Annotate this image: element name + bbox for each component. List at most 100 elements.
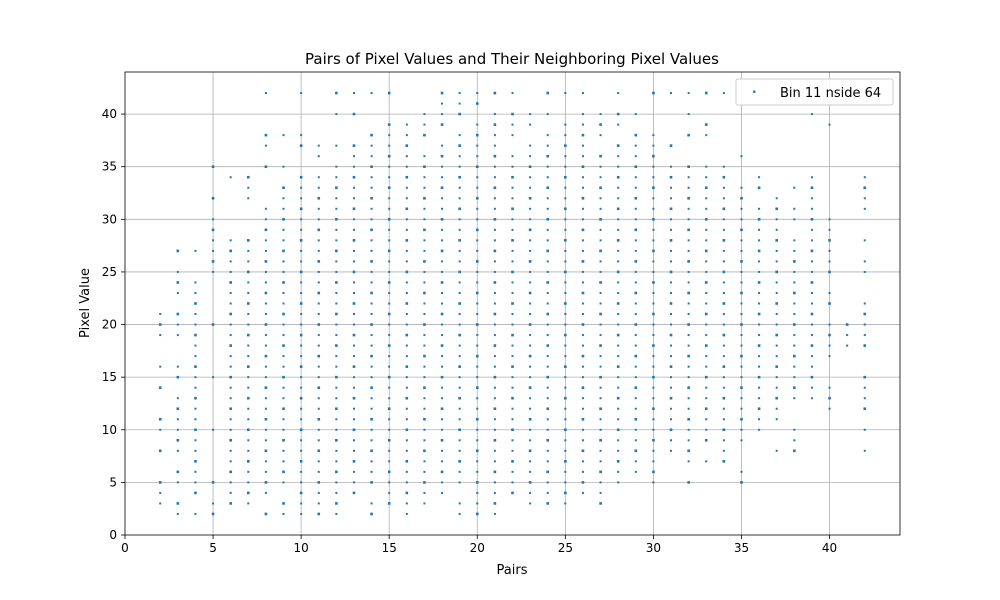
data-point: [352, 313, 355, 316]
data-point: [599, 197, 602, 200]
data-point: [335, 239, 338, 242]
data-point: [335, 281, 338, 284]
data-point: [352, 92, 355, 95]
data-point: [335, 397, 338, 400]
data-point: [440, 249, 444, 253]
data-point: [352, 281, 355, 284]
data-point: [335, 365, 338, 368]
data-point: [158, 449, 162, 453]
data-point: [299, 239, 303, 242]
data-point: [740, 481, 743, 484]
data-point: [300, 260, 303, 263]
data-point: [212, 249, 215, 252]
data-point: [722, 270, 726, 274]
data-point: [229, 502, 232, 505]
data-point: [264, 239, 267, 242]
data-point: [423, 344, 426, 347]
data-point: [405, 428, 409, 432]
data-point: [529, 176, 532, 179]
data-point: [528, 323, 532, 326]
data-point: [229, 344, 232, 347]
data-point: [300, 197, 303, 200]
data-point: [687, 376, 690, 379]
data-point: [722, 333, 726, 337]
data-point: [704, 218, 708, 221]
data-point: [176, 249, 180, 253]
data-point: [722, 249, 725, 252]
data-point: [828, 396, 831, 400]
data-point: [740, 417, 743, 421]
data-point: [529, 376, 532, 379]
data-point: [511, 281, 514, 284]
data-point: [493, 312, 497, 316]
data-point: [511, 239, 514, 242]
data-point: [247, 365, 250, 368]
data-point: [810, 239, 813, 242]
data-point: [352, 376, 355, 379]
data-point: [652, 91, 655, 95]
data-point: [387, 154, 391, 158]
data-point: [652, 470, 655, 474]
data-point: [793, 344, 796, 347]
data-point: [229, 439, 232, 442]
data-point: [423, 249, 426, 252]
data-point: [670, 218, 673, 221]
data-point: [793, 260, 796, 263]
data-point: [617, 449, 620, 452]
data-point: [388, 386, 391, 389]
data-point: [511, 470, 514, 473]
data-point: [652, 449, 655, 452]
data-point: [617, 418, 620, 421]
data-point: [335, 460, 338, 463]
data-point: [352, 418, 355, 421]
data-point: [599, 428, 602, 431]
data-point: [370, 365, 373, 368]
data-point: [423, 365, 426, 368]
data-point: [863, 397, 866, 400]
data-point: [704, 281, 708, 284]
data-point: [775, 396, 778, 400]
data-point: [511, 249, 514, 252]
data-point: [317, 449, 321, 453]
data-point: [775, 376, 778, 379]
data-point: [176, 481, 179, 484]
x-tick-label: 25: [558, 541, 573, 555]
data-point: [740, 260, 743, 263]
data-point: [247, 249, 250, 252]
data-point: [652, 334, 655, 337]
data-point: [300, 449, 303, 452]
data-point: [616, 112, 620, 116]
data-point: [388, 323, 391, 326]
y-tick-label: 40: [102, 107, 117, 121]
data-point: [546, 291, 549, 294]
data-point: [546, 186, 550, 190]
data-point: [722, 355, 725, 358]
data-point: [722, 218, 725, 221]
data-point: [775, 239, 778, 242]
data-point: [352, 470, 355, 473]
data-point: [423, 502, 426, 505]
data-point: [352, 439, 355, 442]
data-point: [458, 165, 461, 168]
data-point: [282, 260, 285, 263]
data-point: [476, 428, 479, 431]
data-point: [405, 281, 408, 284]
data-point: [317, 365, 320, 368]
data-point: [317, 228, 321, 232]
data-point: [405, 302, 409, 305]
data-point: [493, 154, 497, 158]
data-point: [722, 175, 726, 179]
data-point: [370, 439, 373, 442]
data-point: [405, 449, 408, 452]
data-point: [687, 397, 690, 400]
data-point: [705, 386, 708, 389]
data-point: [317, 481, 321, 484]
data-point: [546, 460, 549, 463]
data-point: [529, 460, 532, 463]
data-point: [194, 323, 197, 326]
data-point: [828, 260, 831, 263]
data-point: [458, 344, 461, 347]
data-point: [705, 239, 708, 242]
data-point: [687, 417, 690, 421]
data-point: [405, 155, 408, 158]
